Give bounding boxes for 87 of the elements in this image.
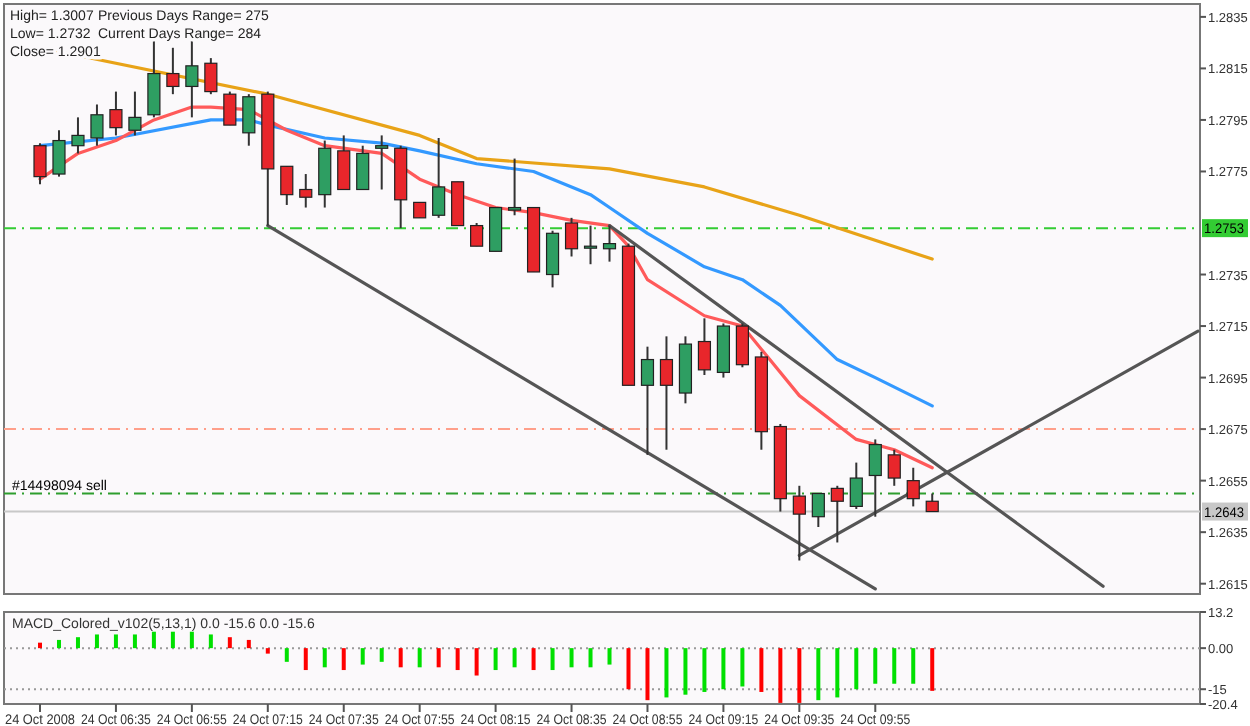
candlestick [451,180,465,227]
candlestick [470,222,484,248]
candlestick [90,103,104,147]
candlestick [868,438,882,518]
bar [550,648,555,671]
bar [189,631,194,649]
bar [835,648,840,698]
candlestick [583,224,598,266]
candlestick [792,484,806,562]
candlestick [830,484,844,544]
bar [778,648,783,703]
candlestick [33,142,47,186]
bar [664,648,669,698]
bar [588,648,593,668]
bar [246,639,251,649]
bar [854,648,859,690]
bar [341,648,346,671]
candlestick [432,136,446,219]
bar [360,648,365,665]
candlestick [299,173,313,209]
bar [569,648,574,668]
bar [740,648,745,687]
candlestick [52,129,66,178]
candlestick [602,224,617,263]
candlestick [735,322,749,369]
bar [170,631,175,649]
candlestick [887,448,901,487]
candlestick [849,461,863,510]
candlestick [337,134,351,191]
bar [911,648,916,684]
candlestick [375,134,389,191]
bar [417,648,422,668]
candlestick [280,165,294,206]
bar [645,648,650,701]
bar [702,648,707,692]
candlestick [489,206,503,252]
candlestick [507,157,522,217]
bar [892,648,897,684]
bar [379,648,384,662]
candlestick [811,492,825,529]
bar [151,631,156,649]
bar [721,648,726,690]
bar [56,639,61,649]
candlestick [906,466,920,508]
candlestick [697,317,712,376]
bar [816,648,821,701]
bar [436,648,441,668]
candlestick [147,39,161,119]
bar [626,648,631,690]
candlestick [223,90,237,127]
candlestick [659,335,674,451]
bar [493,648,498,671]
candlestick [242,93,256,147]
bar [759,648,764,692]
bar [512,648,517,668]
bar [683,648,688,695]
candlestick [716,322,731,379]
candlestick [128,90,142,137]
candlestick [166,46,180,96]
candlestick [925,492,939,513]
bar [873,648,878,684]
candlestick [109,90,123,137]
candlestick [356,144,370,191]
candlestick [204,57,218,96]
bar [531,648,536,671]
candlestick [318,139,332,209]
bar [455,648,460,671]
bar [398,648,403,668]
bar [303,648,308,671]
candlestick [640,345,655,456]
bar [474,648,479,676]
bar [797,648,802,703]
bar [75,637,80,649]
bar [265,648,270,654]
bar [930,648,935,691]
bar [113,634,118,649]
candlestick [564,216,579,258]
bar [208,634,213,649]
bar [38,642,42,649]
bar [607,648,612,665]
bar [227,637,232,649]
candlestick [71,116,85,155]
candlestick [545,229,560,289]
bar [132,634,137,649]
bar [94,634,99,649]
bar [322,648,327,668]
bar [284,648,289,662]
